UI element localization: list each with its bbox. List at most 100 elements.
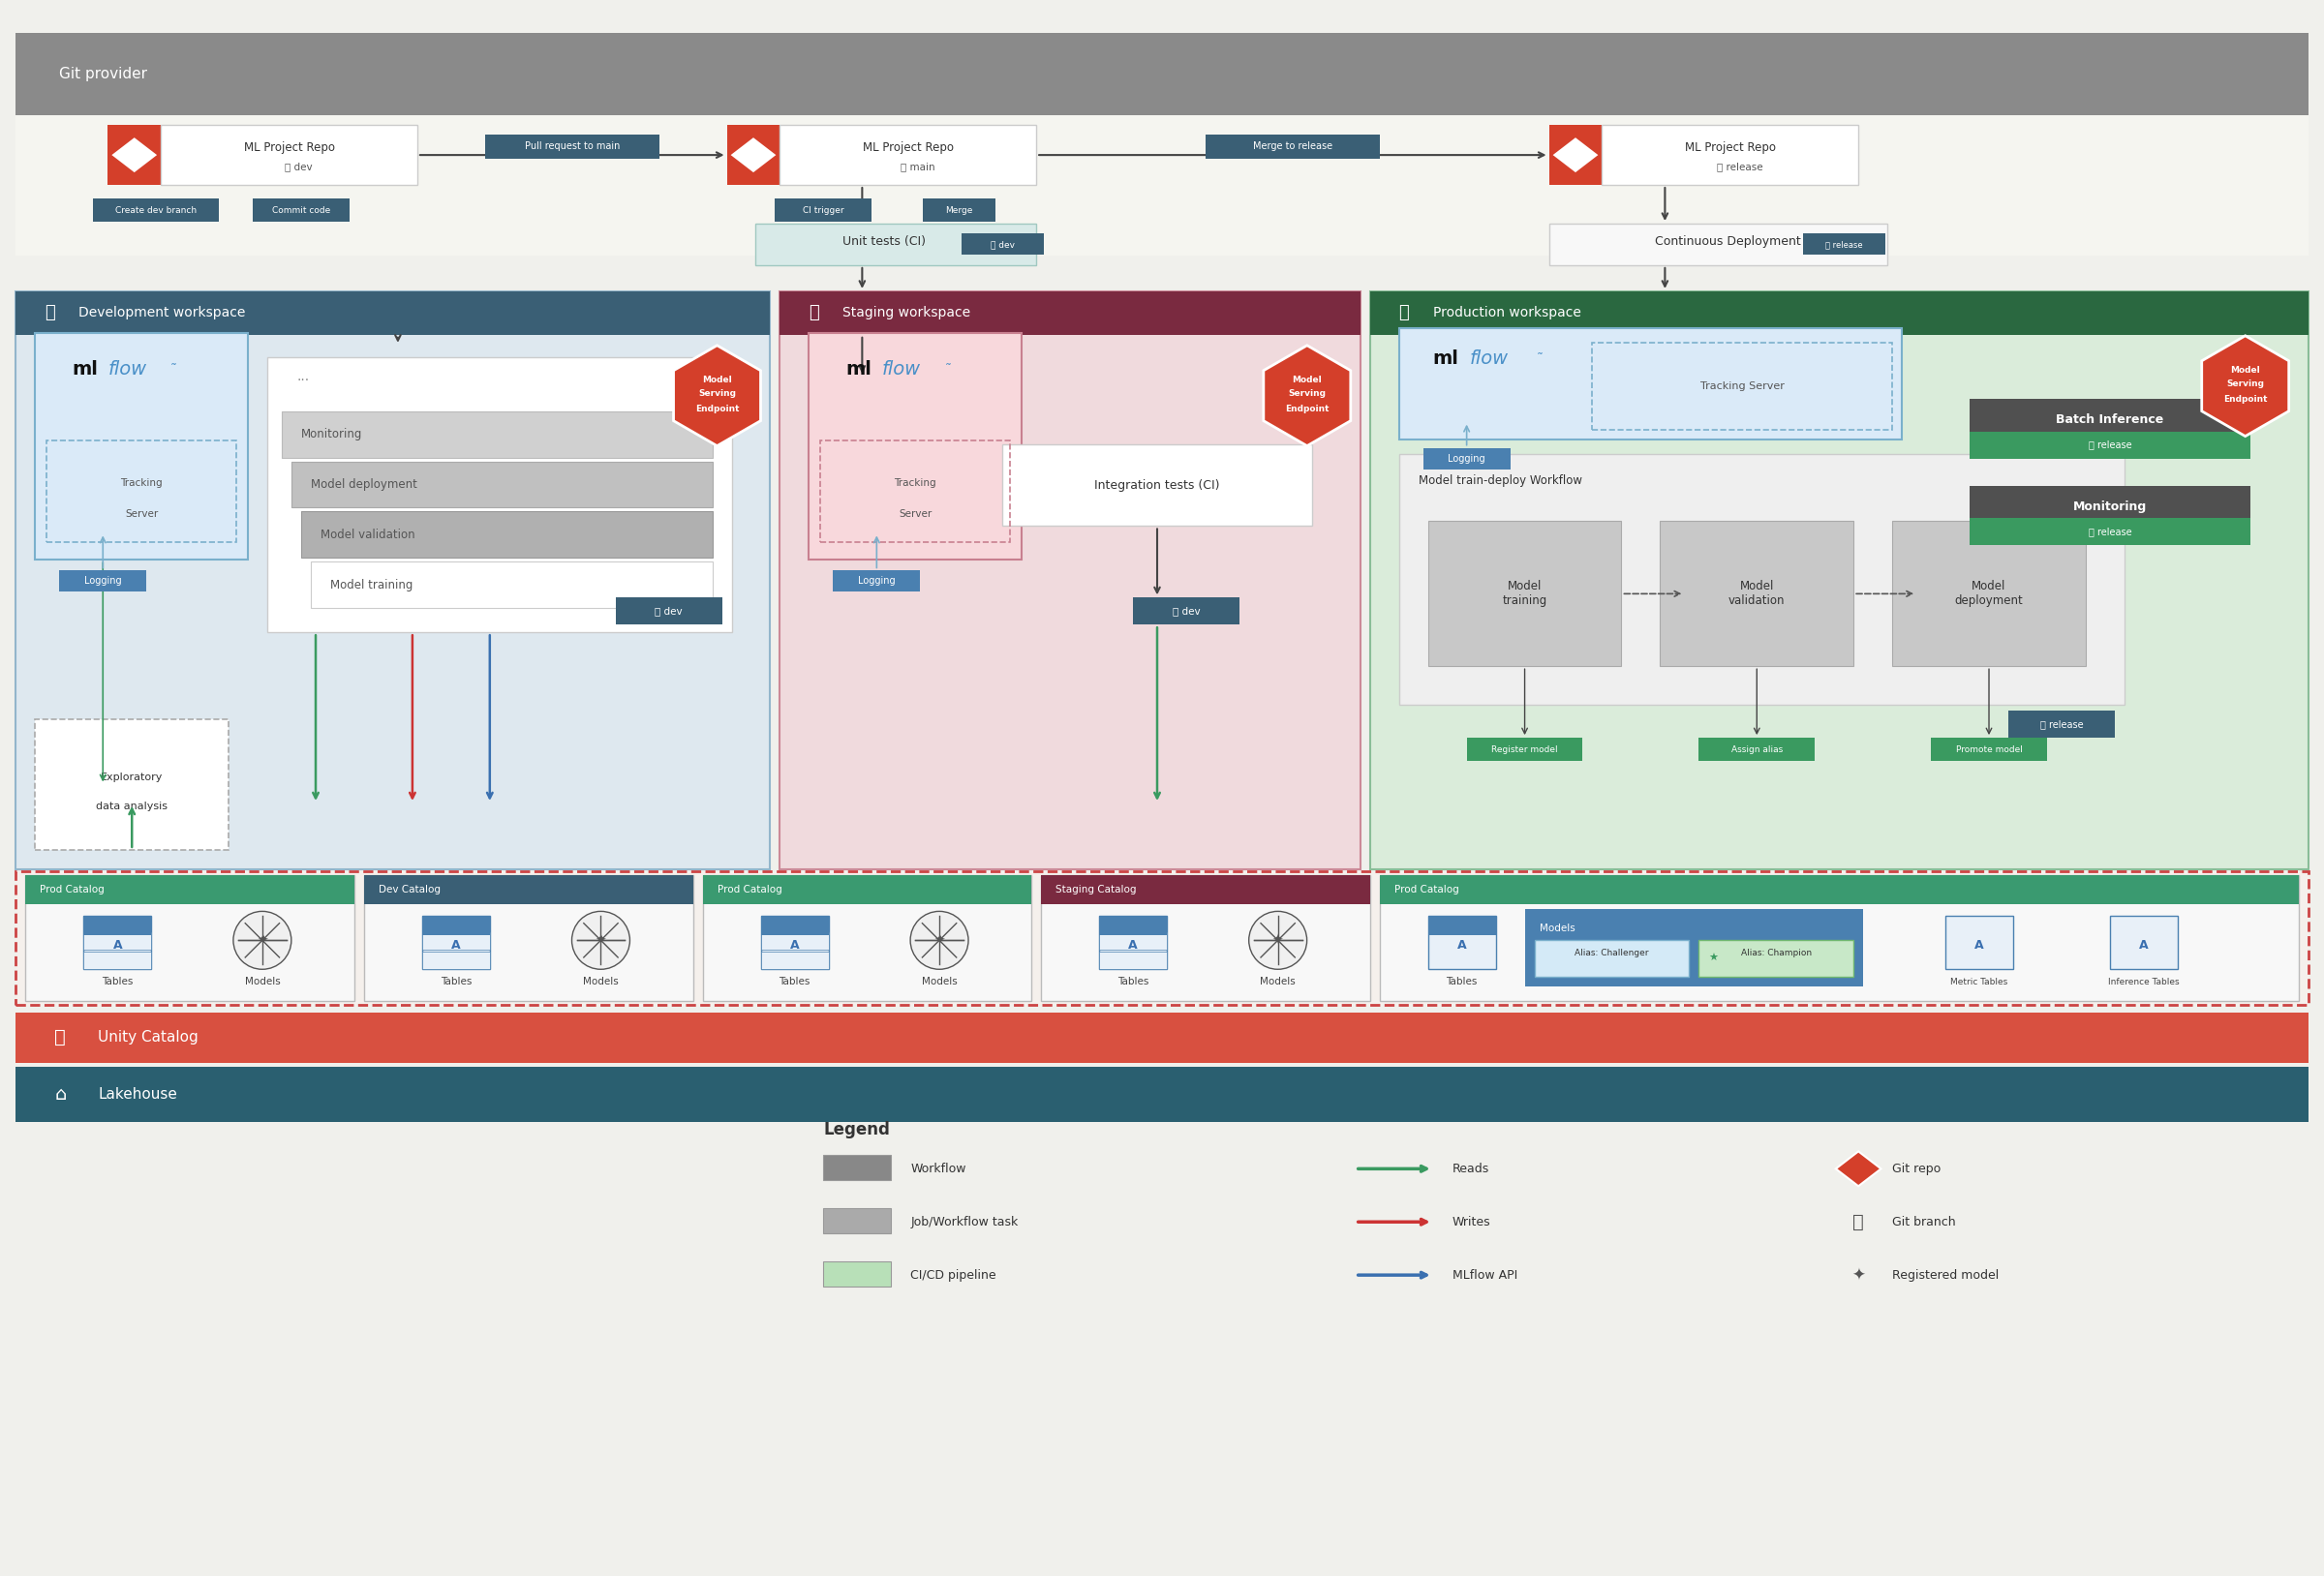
Text: Dev Catalog: Dev Catalog (379, 884, 442, 894)
Text: Models: Models (1538, 924, 1576, 933)
Bar (832, 571, 920, 593)
Text: Models: Models (583, 977, 618, 987)
Text: A: A (790, 939, 799, 952)
Text: ˜: ˜ (170, 362, 177, 377)
Text: Job/Workflow task: Job/Workflow task (911, 1215, 1018, 1228)
Bar (1699, 738, 1815, 761)
Text: ˜: ˜ (1536, 351, 1543, 366)
Bar (46, 440, 237, 542)
Bar (281, 411, 711, 457)
Text: Model train-deploy Workflow: Model train-deploy Workflow (1418, 474, 1583, 487)
Text: Tracking Server: Tracking Server (1701, 381, 1785, 391)
Bar (1099, 916, 1167, 936)
Bar (1803, 233, 1885, 255)
Text: Legend: Legend (823, 1122, 890, 1139)
Polygon shape (112, 137, 158, 172)
Text: Model
training: Model training (1501, 580, 1548, 607)
Bar (962, 233, 1043, 255)
Text: Server: Server (899, 509, 932, 519)
Text: Endpoint: Endpoint (2224, 396, 2268, 403)
Circle shape (911, 911, 969, 969)
Text: A: A (1457, 939, 1466, 952)
Bar (781, 292, 1360, 870)
Bar (16, 292, 769, 334)
Text: ⩗ release: ⩗ release (1824, 240, 1862, 249)
Bar (1134, 597, 1239, 624)
Bar (1548, 125, 1601, 184)
Bar (1971, 519, 2250, 545)
Text: Git branch: Git branch (1892, 1215, 1957, 1228)
Bar (253, 199, 349, 222)
Bar (781, 292, 1360, 334)
Text: Pull request to main: Pull request to main (525, 142, 621, 151)
Text: ⩗ release: ⩗ release (2040, 719, 2082, 730)
Bar (84, 916, 151, 969)
Bar (267, 358, 732, 632)
Text: Tables: Tables (779, 977, 811, 987)
Circle shape (1248, 911, 1306, 969)
Text: Workflow: Workflow (911, 1163, 967, 1176)
Bar (423, 916, 490, 969)
Text: Tables: Tables (442, 977, 472, 987)
Bar (1945, 916, 2013, 969)
Polygon shape (2201, 336, 2289, 437)
Bar (760, 916, 827, 969)
Text: Model deployment: Model deployment (311, 478, 418, 490)
Bar (616, 597, 723, 624)
Text: ⧉: ⧉ (1399, 304, 1408, 322)
Text: Metric Tables: Metric Tables (1950, 977, 2008, 987)
Text: CI trigger: CI trigger (802, 206, 844, 214)
Bar (365, 875, 693, 1001)
Bar (760, 916, 827, 936)
Text: Serving: Serving (697, 389, 737, 399)
Bar (160, 125, 418, 184)
Text: Models: Models (244, 977, 281, 987)
Bar (84, 933, 151, 950)
Bar (1002, 444, 1313, 526)
Text: Model
deployment: Model deployment (1954, 580, 2024, 607)
Text: ⩗ release: ⩗ release (2089, 440, 2131, 449)
Text: Inference Tables: Inference Tables (2108, 977, 2180, 987)
Text: ✦: ✦ (595, 933, 607, 947)
Text: Integration tests (CI): Integration tests (CI) (1095, 479, 1220, 492)
Bar (311, 563, 711, 608)
Bar (1971, 485, 2250, 545)
Circle shape (232, 911, 290, 969)
Bar (1369, 292, 2308, 334)
Text: Registered model: Registered model (1892, 1269, 1999, 1281)
Text: ...: ... (297, 369, 309, 383)
Text: Alias: Challenger: Alias: Challenger (1576, 949, 1648, 958)
Text: ml: ml (846, 361, 872, 378)
Bar (1525, 909, 1864, 987)
Text: flow: flow (1469, 350, 1508, 369)
Text: ✦: ✦ (1852, 1267, 1866, 1284)
Bar (809, 333, 1023, 559)
Text: ⩗ release: ⩗ release (2089, 526, 2131, 537)
Text: ⩗ dev: ⩗ dev (286, 162, 314, 172)
Text: Register model: Register model (1492, 745, 1557, 753)
Text: Staging workspace: Staging workspace (844, 306, 971, 320)
Bar (1601, 125, 1859, 184)
Bar (755, 224, 1037, 265)
Polygon shape (1264, 345, 1350, 446)
Bar (423, 916, 490, 936)
Bar (16, 1067, 2308, 1122)
Text: ML Project Repo: ML Project Repo (1685, 142, 1776, 154)
Text: flow: flow (107, 361, 146, 378)
Bar (1466, 738, 1583, 761)
Bar (35, 719, 228, 849)
Text: Prod Catalog: Prod Catalog (1394, 884, 1459, 894)
Bar (781, 125, 1037, 184)
Bar (1041, 875, 1369, 905)
Text: Model
validation: Model validation (1729, 580, 1785, 607)
Bar (486, 134, 660, 158)
Text: Prod Catalog: Prod Catalog (40, 884, 105, 894)
Bar (35, 333, 249, 559)
Text: ML Project Repo: ML Project Repo (862, 142, 953, 154)
Text: Tracking: Tracking (895, 479, 937, 489)
Bar (1592, 342, 1892, 430)
Text: Tables: Tables (1118, 977, 1148, 987)
Text: Batch Inference: Batch Inference (2057, 413, 2164, 426)
Text: Model: Model (702, 375, 732, 385)
Bar (1534, 939, 1690, 977)
